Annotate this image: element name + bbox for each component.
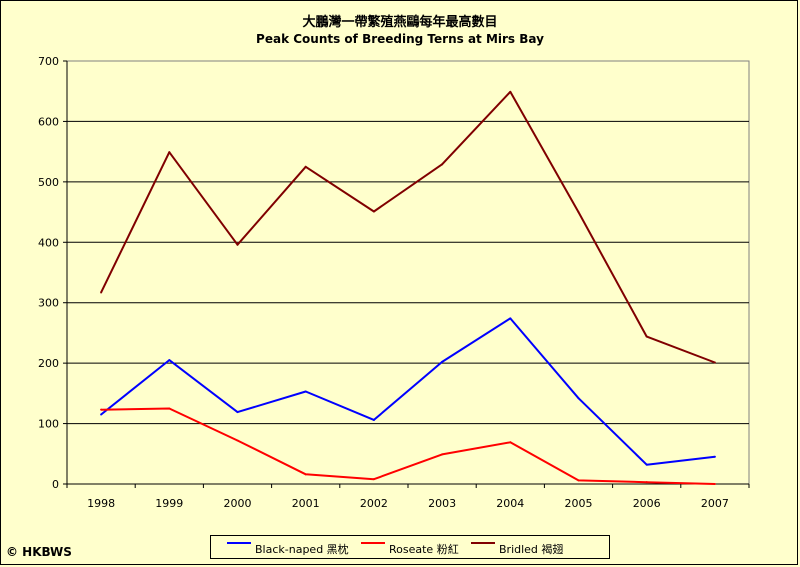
data-point (645, 335, 648, 338)
y-axis: 0 100 200 300 400 500 600 700 (38, 55, 68, 491)
data-point (509, 441, 512, 444)
legend-swatch-black-naped (227, 542, 251, 544)
data-point (713, 455, 716, 458)
data-point (168, 407, 171, 410)
data-point (645, 463, 648, 466)
data-point (713, 483, 716, 485)
data-point (509, 317, 512, 320)
y-tick-label: 0 (52, 478, 59, 491)
y-tick-label: 200 (38, 357, 59, 370)
x-tick-label: 2001 (292, 497, 320, 510)
data-point (236, 411, 239, 414)
data-point (577, 479, 580, 482)
y-tick-label: 500 (38, 176, 59, 189)
legend-label-bridled: Bridled 褐翅 (499, 543, 564, 556)
data-point (236, 243, 239, 246)
data-point (100, 408, 103, 411)
data-point (372, 210, 375, 213)
y-tick-label: 100 (38, 418, 59, 431)
legend: Black-naped 黑枕 Roseate 粉紅 Bridled 褐翅 (210, 535, 610, 559)
x-tick-label: 1998 (87, 497, 115, 510)
data-point (713, 361, 716, 364)
x-tick-label: 2003 (428, 497, 456, 510)
gridlines (67, 120, 749, 425)
x-axis: 1998 1999 2000 2001 2002 2003 2004 2005 2006 2007 (66, 483, 750, 510)
data-point (441, 163, 444, 166)
data-point (441, 453, 444, 456)
data-point (100, 291, 103, 294)
data-point (577, 211, 580, 214)
data-point (168, 359, 171, 362)
data-point (441, 360, 444, 363)
copyright-text: © HKBWS (6, 545, 72, 559)
y-tick-label: 400 (38, 236, 59, 249)
series-lines (100, 90, 716, 485)
legend-label-black-naped: Black-naped 黑枕 (255, 543, 349, 556)
data-point (372, 478, 375, 481)
chart-subtitle: Peak Counts of Breeding Terns at Mirs Ba… (256, 32, 544, 46)
x-tick-label: 2002 (360, 497, 388, 510)
data-point (645, 481, 648, 484)
x-tick-label: 2007 (701, 497, 729, 510)
x-tick-label: 2005 (565, 497, 593, 510)
data-point (372, 418, 375, 421)
chart-title: 大鵬灣一帶繁殖燕鷗每年最高數目 (302, 14, 497, 30)
legend-swatch-roseate (361, 542, 385, 544)
series-line-1 (101, 407, 715, 485)
y-tick-label: 700 (38, 55, 59, 68)
data-point (577, 397, 580, 400)
x-tick-label: 1999 (155, 497, 183, 510)
data-point (100, 413, 103, 416)
plot-area (66, 60, 750, 485)
data-point (236, 439, 239, 442)
data-point (304, 473, 307, 476)
x-tick-label: 2000 (224, 497, 252, 510)
data-point (304, 390, 307, 393)
y-tick-label: 600 (38, 115, 59, 128)
data-point (304, 165, 307, 168)
series-line-0 (100, 317, 716, 466)
legend-label-roseate: Roseate 粉紅 (389, 543, 459, 556)
data-point (168, 151, 171, 154)
series-line-2 (100, 90, 716, 364)
x-tick-label: 2006 (633, 497, 661, 510)
data-point (509, 90, 512, 93)
legend-swatch-bridled (471, 542, 495, 544)
x-tick-label: 2004 (496, 497, 524, 510)
y-tick-label: 300 (38, 297, 59, 310)
